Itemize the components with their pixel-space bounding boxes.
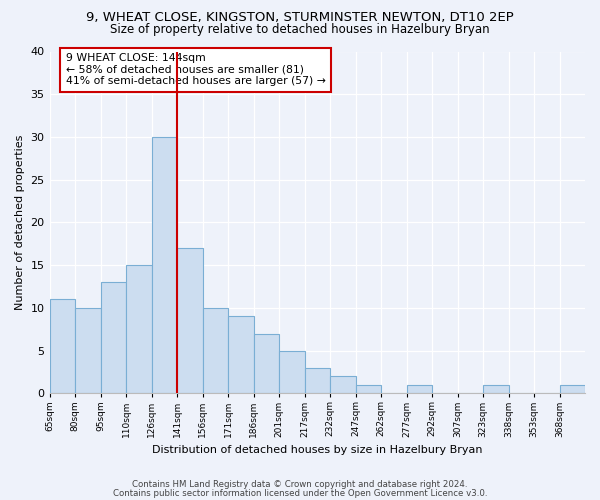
Bar [560,385,585,394]
Bar [330,376,356,394]
Bar [305,368,330,394]
Bar [152,137,177,394]
Bar [279,350,305,394]
Text: 9 WHEAT CLOSE: 144sqm
← 58% of detached houses are smaller (81)
41% of semi-deta: 9 WHEAT CLOSE: 144sqm ← 58% of detached … [65,53,325,86]
Bar [356,385,381,394]
Bar [126,265,152,394]
Bar [203,308,228,394]
Bar [75,308,101,394]
Bar [101,282,126,394]
Bar [407,385,432,394]
Y-axis label: Number of detached properties: Number of detached properties [15,134,25,310]
X-axis label: Distribution of detached houses by size in Hazelbury Bryan: Distribution of detached houses by size … [152,445,482,455]
Bar [177,248,203,394]
Text: Contains public sector information licensed under the Open Government Licence v3: Contains public sector information licen… [113,488,487,498]
Bar [50,300,75,394]
Text: Size of property relative to detached houses in Hazelbury Bryan: Size of property relative to detached ho… [110,24,490,36]
Bar [228,316,254,394]
Text: 9, WHEAT CLOSE, KINGSTON, STURMINSTER NEWTON, DT10 2EP: 9, WHEAT CLOSE, KINGSTON, STURMINSTER NE… [86,11,514,24]
Text: Contains HM Land Registry data © Crown copyright and database right 2024.: Contains HM Land Registry data © Crown c… [132,480,468,489]
Bar [254,334,279,394]
Bar [483,385,509,394]
